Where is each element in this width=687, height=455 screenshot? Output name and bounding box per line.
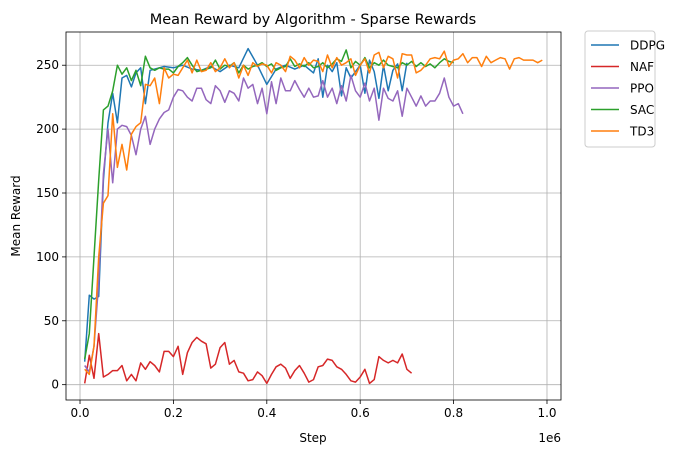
y-axis-label: Mean Reward bbox=[9, 175, 23, 256]
y-tick-label: 150 bbox=[36, 186, 59, 200]
x-tick-label: 0.4 bbox=[257, 406, 276, 420]
x-axis-offset-label: 1e6 bbox=[538, 431, 561, 445]
x-tick-label: 0.0 bbox=[70, 406, 89, 420]
x-tick-label: 0.6 bbox=[351, 406, 370, 420]
legend-label-sac: SAC bbox=[630, 103, 654, 117]
x-axis: 0.0 0.2 0.4 0.6 0.8 1.0 bbox=[70, 400, 557, 420]
y-axis: 0 50 100 150 200 250 bbox=[36, 58, 66, 392]
series-line-naf bbox=[83, 332, 413, 385]
x-tick-label: 1.0 bbox=[537, 406, 556, 420]
legend-label-naf: NAF bbox=[630, 60, 654, 74]
y-tick-label: 50 bbox=[44, 314, 59, 328]
legend-label-ppo: PPO bbox=[630, 82, 654, 96]
series-lines bbox=[83, 47, 543, 385]
series-line-sac bbox=[83, 49, 454, 360]
y-tick-label: 0 bbox=[51, 378, 59, 392]
chart-title: Mean Reward by Algorithm - Sparse Reward… bbox=[150, 12, 476, 28]
y-tick-label: 250 bbox=[36, 58, 59, 72]
x-tick-label: 0.8 bbox=[444, 406, 463, 420]
series-line-td3 bbox=[84, 50, 543, 376]
x-tick-label: 0.2 bbox=[164, 406, 183, 420]
legend: DDPG NAF PPO SAC TD3 bbox=[584, 30, 665, 148]
y-tick-label: 200 bbox=[36, 122, 59, 136]
series-line-ddpg bbox=[83, 47, 408, 362]
plot-frame bbox=[65, 31, 562, 401]
legend-label-ddpg: DDPG bbox=[630, 39, 665, 53]
y-tick-label: 100 bbox=[36, 250, 59, 264]
legend-label-td3: TD3 bbox=[629, 125, 654, 139]
x-axis-label: Step bbox=[299, 431, 326, 445]
legend-frame bbox=[584, 30, 656, 148]
series-line-ppo bbox=[84, 74, 464, 373]
